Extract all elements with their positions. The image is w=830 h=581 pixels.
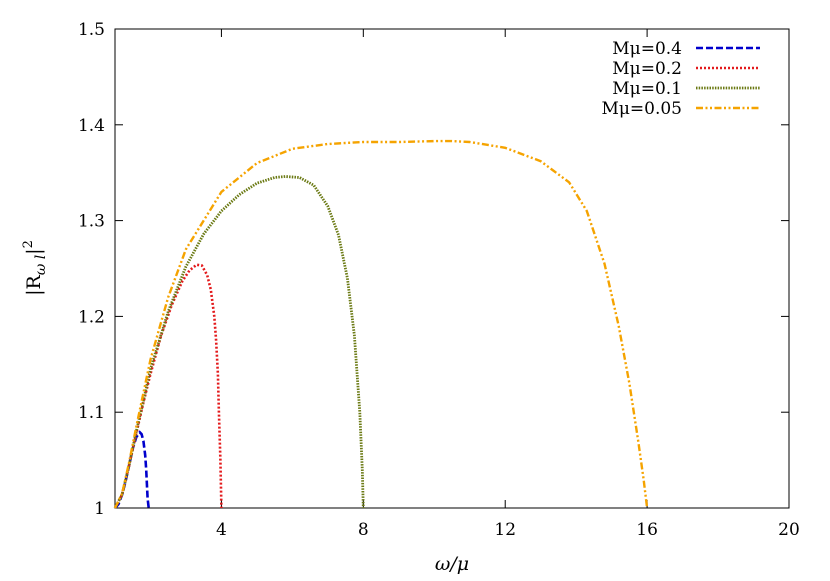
legend-label-0: Mμ=0.4 bbox=[612, 39, 682, 59]
y-axis-label-close: | bbox=[23, 248, 45, 254]
series-line-3 bbox=[113, 139, 649, 509]
y-axis-label-sup: 2 bbox=[21, 240, 36, 248]
ticks-layer: 4 8 12 16 20 1 1.1 1.2 1.3 1.4 1.5 bbox=[78, 20, 800, 540]
series-line-2 bbox=[113, 175, 365, 509]
x-tick-label: 16 bbox=[636, 520, 658, 540]
x-axis-label: ω/μ bbox=[435, 553, 469, 575]
y-axis-label-sub: ω l bbox=[33, 255, 49, 275]
x-tick-label: 20 bbox=[778, 520, 800, 540]
y-tick-label: 1.3 bbox=[78, 212, 105, 232]
legend: Mμ=0.4Mμ=0.2Mμ=0.1Mμ=0.05 bbox=[601, 39, 760, 119]
x-tick-label: 12 bbox=[494, 520, 516, 540]
series-layer bbox=[113, 139, 649, 509]
x-tick-label: 4 bbox=[216, 520, 227, 540]
y-axis-label-base: |R bbox=[23, 274, 45, 295]
legend-label-2: Mμ=0.1 bbox=[612, 79, 682, 99]
legend-label-3: Mμ=0.05 bbox=[601, 99, 682, 119]
series-line-1 bbox=[113, 263, 223, 509]
y-tick-label: 1.1 bbox=[78, 403, 105, 423]
y-tick-label: 1.2 bbox=[78, 307, 105, 327]
x-tick-label: 8 bbox=[358, 520, 369, 540]
y-tick-label: 1 bbox=[94, 499, 105, 519]
y-tick-label: 1.5 bbox=[78, 20, 105, 40]
legend-label-1: Mμ=0.2 bbox=[612, 59, 682, 79]
y-axis-label: |Rω l|2 bbox=[21, 240, 49, 296]
y-tick-label: 1.4 bbox=[78, 116, 105, 136]
plot-frame bbox=[114, 28, 790, 509]
